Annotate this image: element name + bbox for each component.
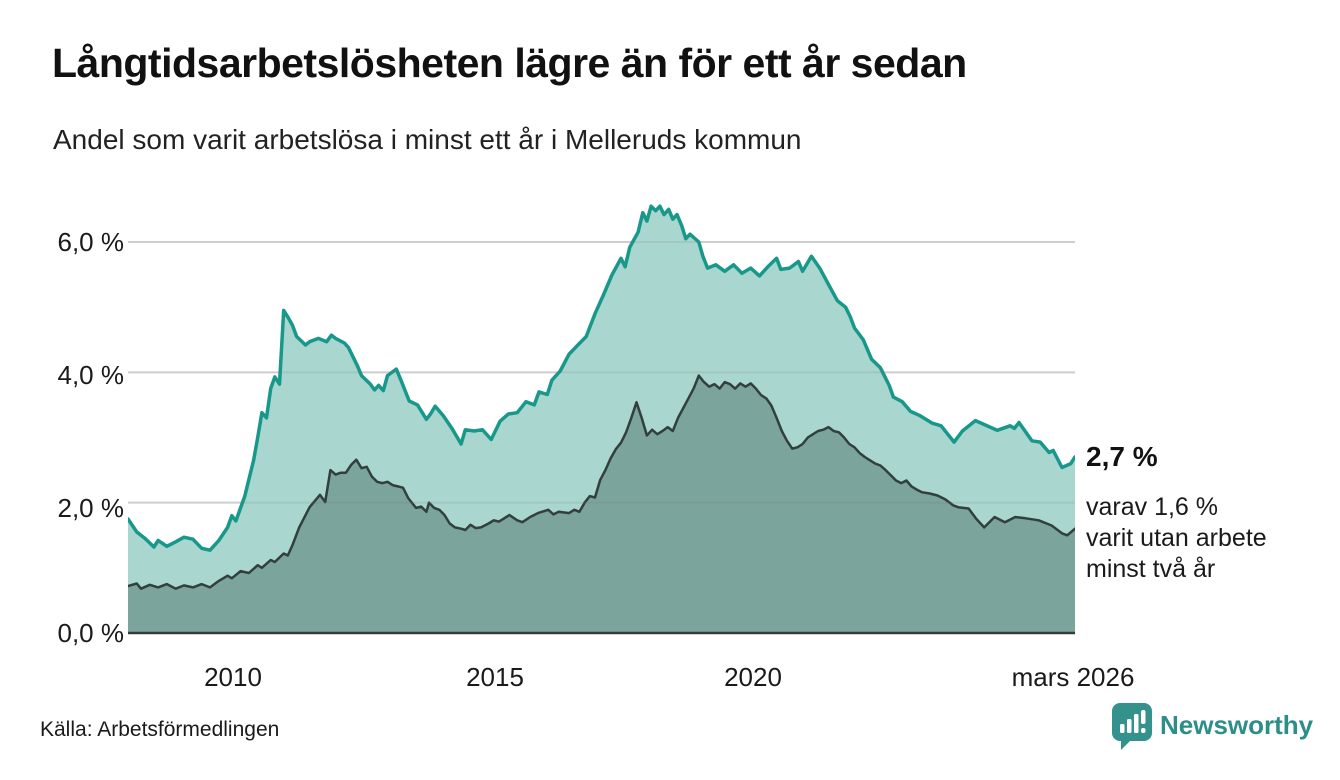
sub-annotation-line-3: minst två år [1086, 555, 1216, 583]
x-axis-label-2010: 2010 [204, 662, 262, 692]
y-axis-label-0: 0,0 % [57, 618, 125, 648]
latest-value-annotation: 2,7 % [1086, 441, 1158, 472]
newsworthy-logo-icon [1112, 703, 1152, 756]
y-axis-label-6: 6,0 % [57, 227, 125, 257]
series-1-line [128, 374, 1075, 590]
series-1-area [128, 375, 1075, 633]
area-chart [128, 204, 1075, 635]
newsworthy-brand-text: Newsworthy [1160, 710, 1314, 740]
y-axis-label-2: 2,0 % [57, 493, 125, 523]
y-axis-label-4: 4,0 % [57, 360, 125, 390]
page-title: Långtidsarbetslösheten lägre än för ett … [52, 40, 967, 86]
x-axis-label-2015: 2015 [466, 662, 524, 692]
series-0-line [128, 204, 1075, 552]
chart-subtitle: Andel som varit arbetslösa i minst ett å… [53, 124, 802, 155]
sub-series-annotation: varav 1,6 % varit utan arbete minst två … [1086, 492, 1336, 585]
source-label: Källa: Arbetsförmedlingen [40, 718, 280, 741]
x-axis-label-mars-2026: mars 2026 [1011, 662, 1135, 692]
sub-annotation-line-2: varit utan arbete [1086, 524, 1267, 552]
x-axis-label-2020: 2020 [724, 662, 782, 692]
newsworthy-brand: Newsworthy [1112, 703, 1313, 753]
sub-annotation-line-1: varav 1,6 % [1086, 493, 1219, 521]
